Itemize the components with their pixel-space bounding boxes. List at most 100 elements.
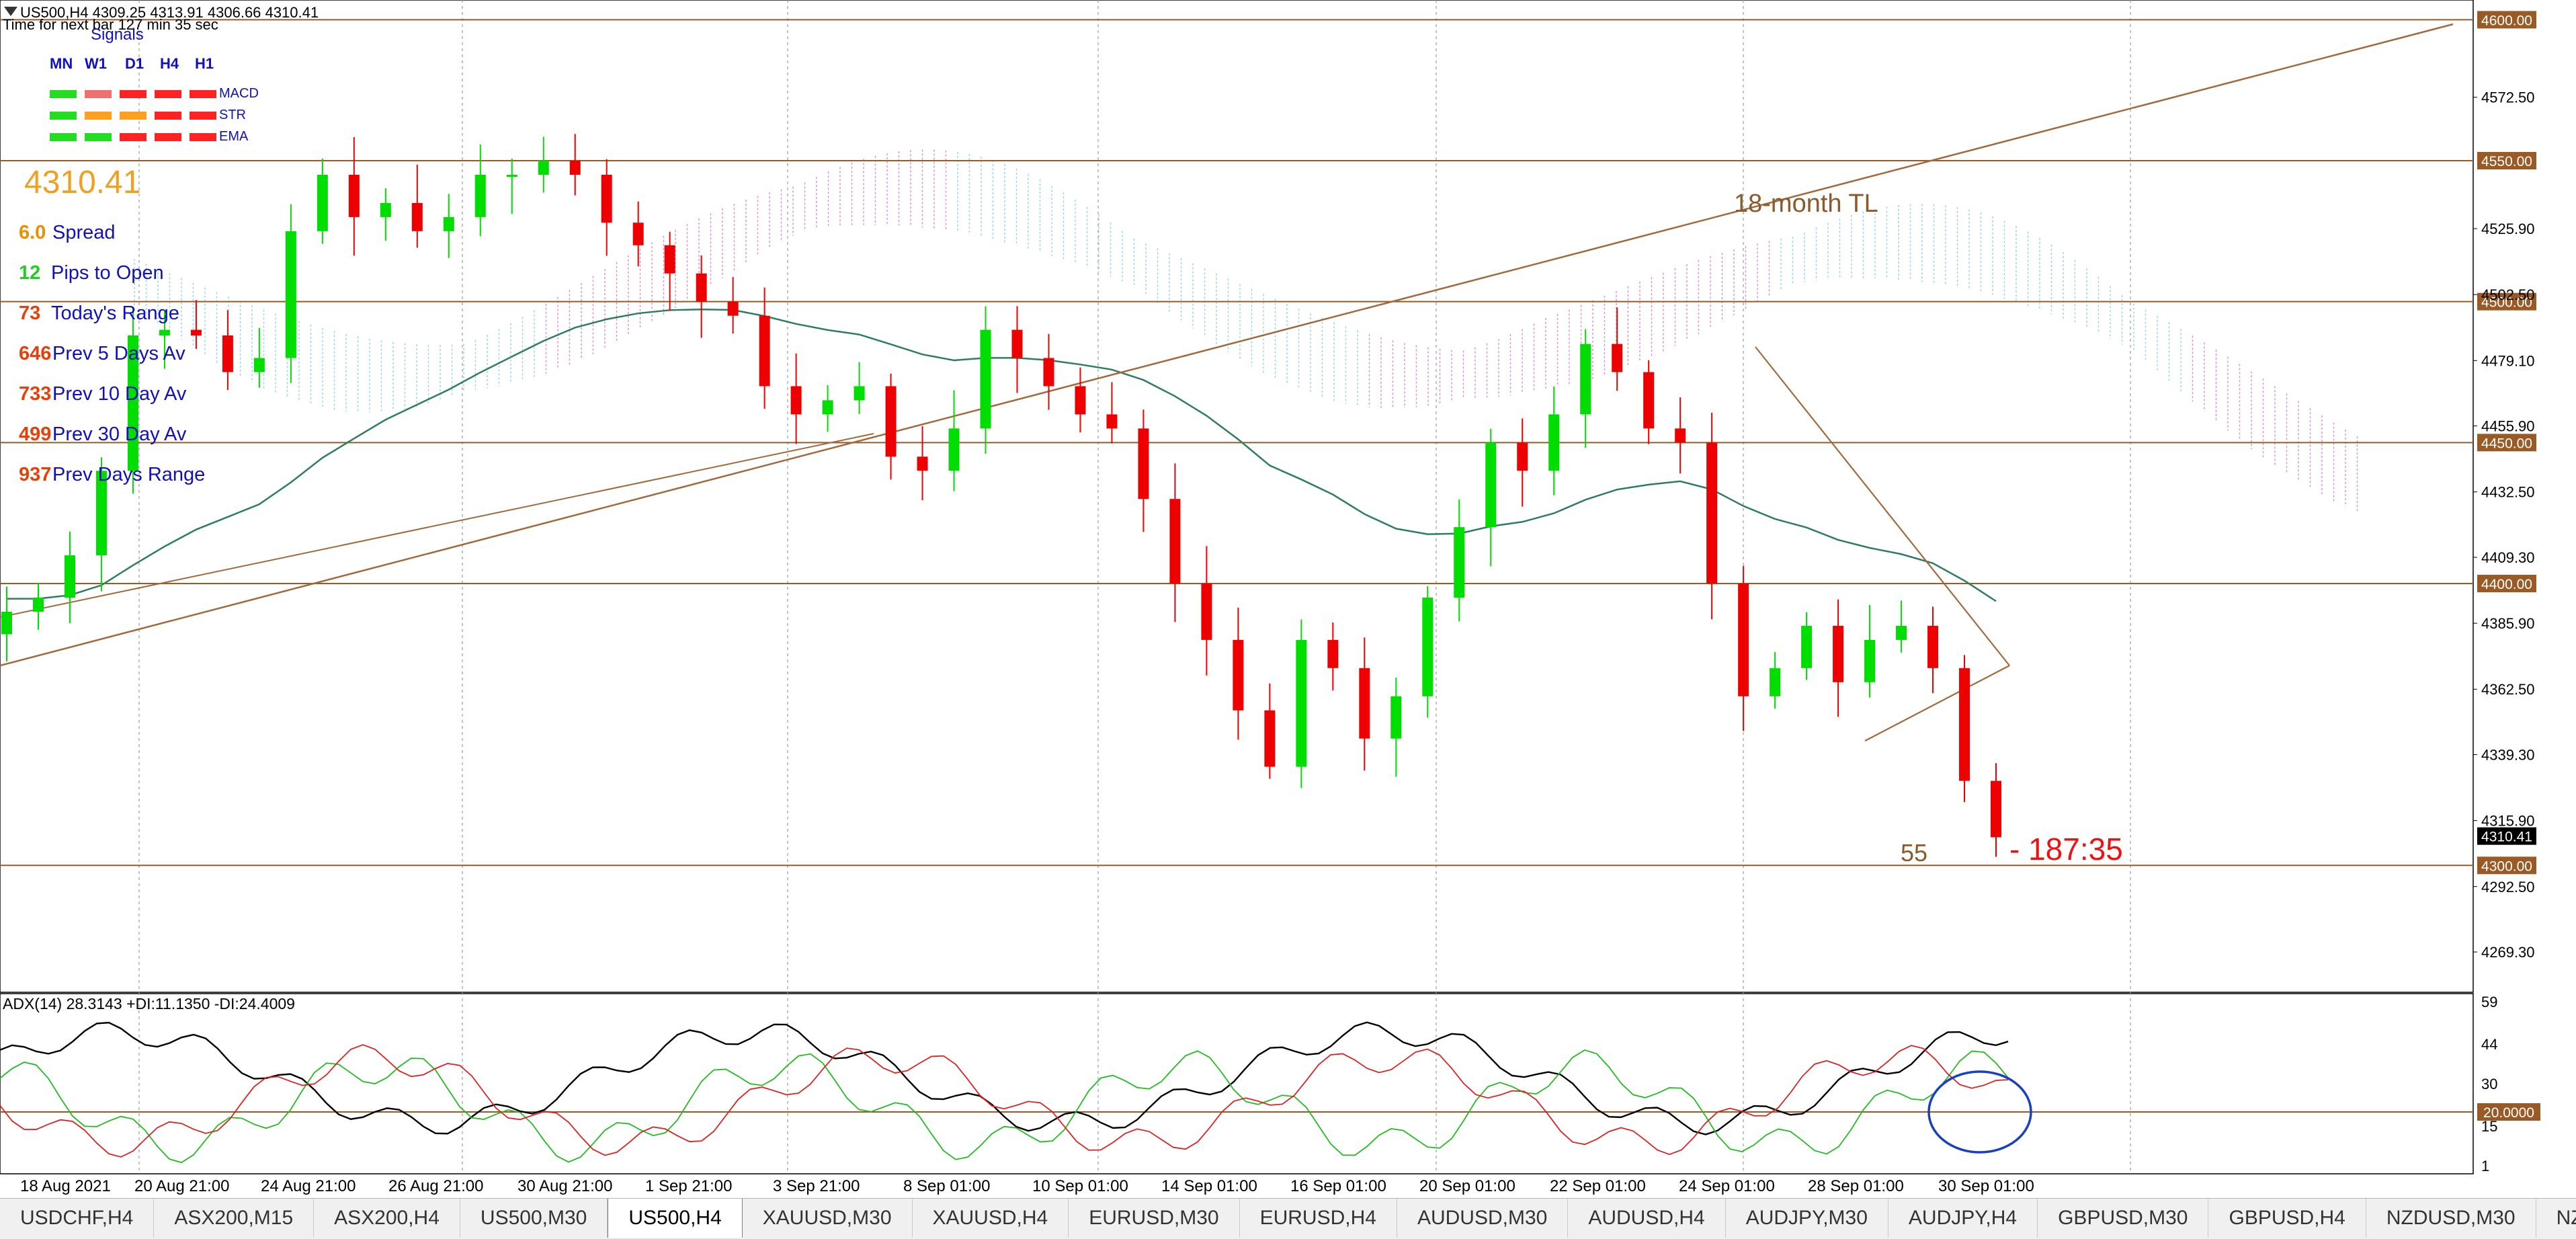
- price-tick-label: 4572.50: [2481, 89, 2535, 106]
- candle-bullish: [948, 428, 960, 471]
- bar-timer: Time for next bar 127 min 35 sec: [3, 16, 218, 33]
- stat-value: 12: [19, 262, 41, 284]
- candle-bullish: [1, 611, 12, 635]
- candle-bearish: [727, 301, 739, 316]
- tab-nzdusd-m30[interactable]: NZDUSD,M30: [2366, 1199, 2536, 1238]
- price-tick-label: 4362.50: [2481, 681, 2535, 698]
- candle-bearish: [696, 273, 707, 302]
- candle-bearish: [632, 223, 644, 245]
- tab-eurusd-m30[interactable]: EURUSD,M30: [1069, 1199, 1240, 1238]
- price-chart[interactable]: 4600.00 4550.00 4500.00 4450.00 4400.00 4300.…: [0, 0, 2576, 1198]
- adx-indicator-label: ADX(14) 28.3143 +DI:11.1350 -DI:24.4009: [3, 995, 295, 1012]
- time-axis-label: 16 Sep 01:00: [1290, 1177, 1386, 1195]
- time-axis-label: 26 Aug 21:00: [388, 1177, 483, 1195]
- candle-bearish: [411, 202, 423, 231]
- signal-light: [85, 112, 112, 120]
- candle-bearish: [1138, 428, 1149, 499]
- tab-gbpusd-m30[interactable]: GBPUSD,M30: [2038, 1199, 2209, 1238]
- candle-bullish: [127, 335, 138, 471]
- candle-bullish: [506, 174, 517, 177]
- candle-bullish: [443, 216, 454, 231]
- signal-light: [120, 112, 147, 120]
- tab-asx200-h4[interactable]: ASX200,H4: [314, 1199, 460, 1238]
- level-price-box: [2477, 152, 2536, 170]
- plus-di-line: [0, 1049, 2009, 1164]
- stat-value: 646: [19, 343, 52, 364]
- candle-bullish: [1801, 625, 1813, 668]
- tab-audjpy-h4[interactable]: AUDJPY,H4: [1888, 1199, 2038, 1238]
- signal-light: [120, 90, 147, 98]
- candle-bearish: [1264, 710, 1276, 767]
- candle-bearish: [1075, 386, 1086, 415]
- tab-xauusd-m30[interactable]: XAUUSD,M30: [743, 1199, 913, 1238]
- tab-audusd-h4[interactable]: AUDUSD,H4: [1568, 1199, 1726, 1238]
- candle-bearish: [1833, 625, 1844, 682]
- tab-asx200-m15[interactable]: ASX200,M15: [154, 1199, 315, 1238]
- level-price-label: 4600.00: [2481, 13, 2532, 28]
- tab-audusd-m30[interactable]: AUDUSD,M30: [1397, 1199, 1569, 1238]
- candle-bullish: [1864, 639, 1876, 682]
- tab-xauusd-h4[interactable]: XAUUSD,H4: [913, 1199, 1069, 1238]
- candle-bearish: [348, 174, 360, 217]
- signal-timeframe-d1: D1: [125, 55, 144, 72]
- candle-bullish: [1770, 668, 1781, 696]
- minus-di-line: [0, 1044, 2009, 1158]
- signal-timeframe-h4: H4: [160, 55, 179, 72]
- candle-bullish: [1296, 639, 1307, 767]
- candle-bullish: [253, 358, 265, 372]
- candle-bullish: [1454, 527, 1465, 598]
- tab-us500-m30[interactable]: US500,M30: [460, 1199, 608, 1238]
- current-price-label: 4310.41: [2481, 830, 2532, 845]
- candle-bearish: [885, 386, 897, 457]
- candle-bearish: [917, 456, 928, 471]
- signal-timeframe-mn: MN: [50, 55, 73, 72]
- candle-bearish: [1106, 414, 1118, 429]
- candle-bearish: [1738, 583, 1749, 696]
- candle-bullish: [32, 597, 44, 612]
- candle-bearish: [1327, 639, 1339, 668]
- level-price-box: [2477, 434, 2536, 452]
- candle-bearish: [1991, 781, 2001, 838]
- chart-area[interactable]: 4600.00 4550.00 4500.00 4450.00 4400.00 4300.…: [0, 0, 2576, 1198]
- tab-audjpy-m30[interactable]: AUDJPY,M30: [1726, 1199, 1888, 1238]
- level-price-box: [2477, 292, 2536, 311]
- tab-nzdusd-h4[interactable]: NZDUSD,H4: [2536, 1199, 2576, 1238]
- candle-bearish: [601, 174, 612, 223]
- signal-row-label: EMA: [219, 129, 249, 144]
- level-price-label: 4450.00: [2481, 436, 2532, 451]
- time-axis-label: 24 Sep 01:00: [1679, 1177, 1775, 1195]
- signal-timeframe-w1: W1: [85, 55, 107, 72]
- price-tick-label: 4269.30: [2481, 944, 2535, 961]
- candle-bullish: [980, 329, 991, 429]
- candle-bullish: [380, 202, 391, 217]
- tab-gbpusd-h4[interactable]: GBPUSD,H4: [2208, 1199, 2366, 1238]
- signal-timeframe-h1: H1: [195, 55, 214, 72]
- tab-us500-h4[interactable]: US500,H4: [608, 1199, 743, 1238]
- tab-usdchf-h4[interactable]: USDCHF,H4: [0, 1199, 155, 1238]
- time-axis-label: 8 Sep 01:00: [903, 1177, 990, 1195]
- candle-bullish: [854, 386, 865, 401]
- stat-label: Prev Days Range: [52, 464, 206, 485]
- stat-value: 6.0: [19, 222, 46, 243]
- candle-bearish: [1233, 639, 1244, 711]
- candle-bearish: [1643, 372, 1655, 429]
- tab-eurusd-h4[interactable]: EURUSD,H4: [1240, 1199, 1397, 1238]
- candle-bullish: [822, 400, 833, 415]
- signal-light: [190, 133, 216, 141]
- adx-tick-label: 1: [2481, 1158, 2489, 1174]
- candle-bullish: [317, 174, 328, 231]
- time-axis-label: 3 Sep 21:00: [773, 1177, 860, 1195]
- price-tick-label: 4292.50: [2481, 879, 2535, 895]
- time-axis-label: 10 Sep 01:00: [1032, 1177, 1128, 1195]
- level-price-label: 4550.00: [2481, 154, 2532, 169]
- current-price-box: [2477, 827, 2536, 845]
- level-price-label: 4300.00: [2481, 858, 2532, 874]
- candle-bearish: [222, 335, 233, 372]
- price-tick-label: 4502.50: [2481, 286, 2535, 303]
- stat-label: Prev 5 Days Av: [52, 343, 185, 364]
- candle-bearish: [569, 161, 581, 175]
- stat-label: Prev 30 Day Av: [52, 424, 187, 445]
- candle-bearish: [664, 245, 675, 274]
- adx-tick-label: 30: [2481, 1076, 2497, 1092]
- candle-bullish: [474, 174, 486, 217]
